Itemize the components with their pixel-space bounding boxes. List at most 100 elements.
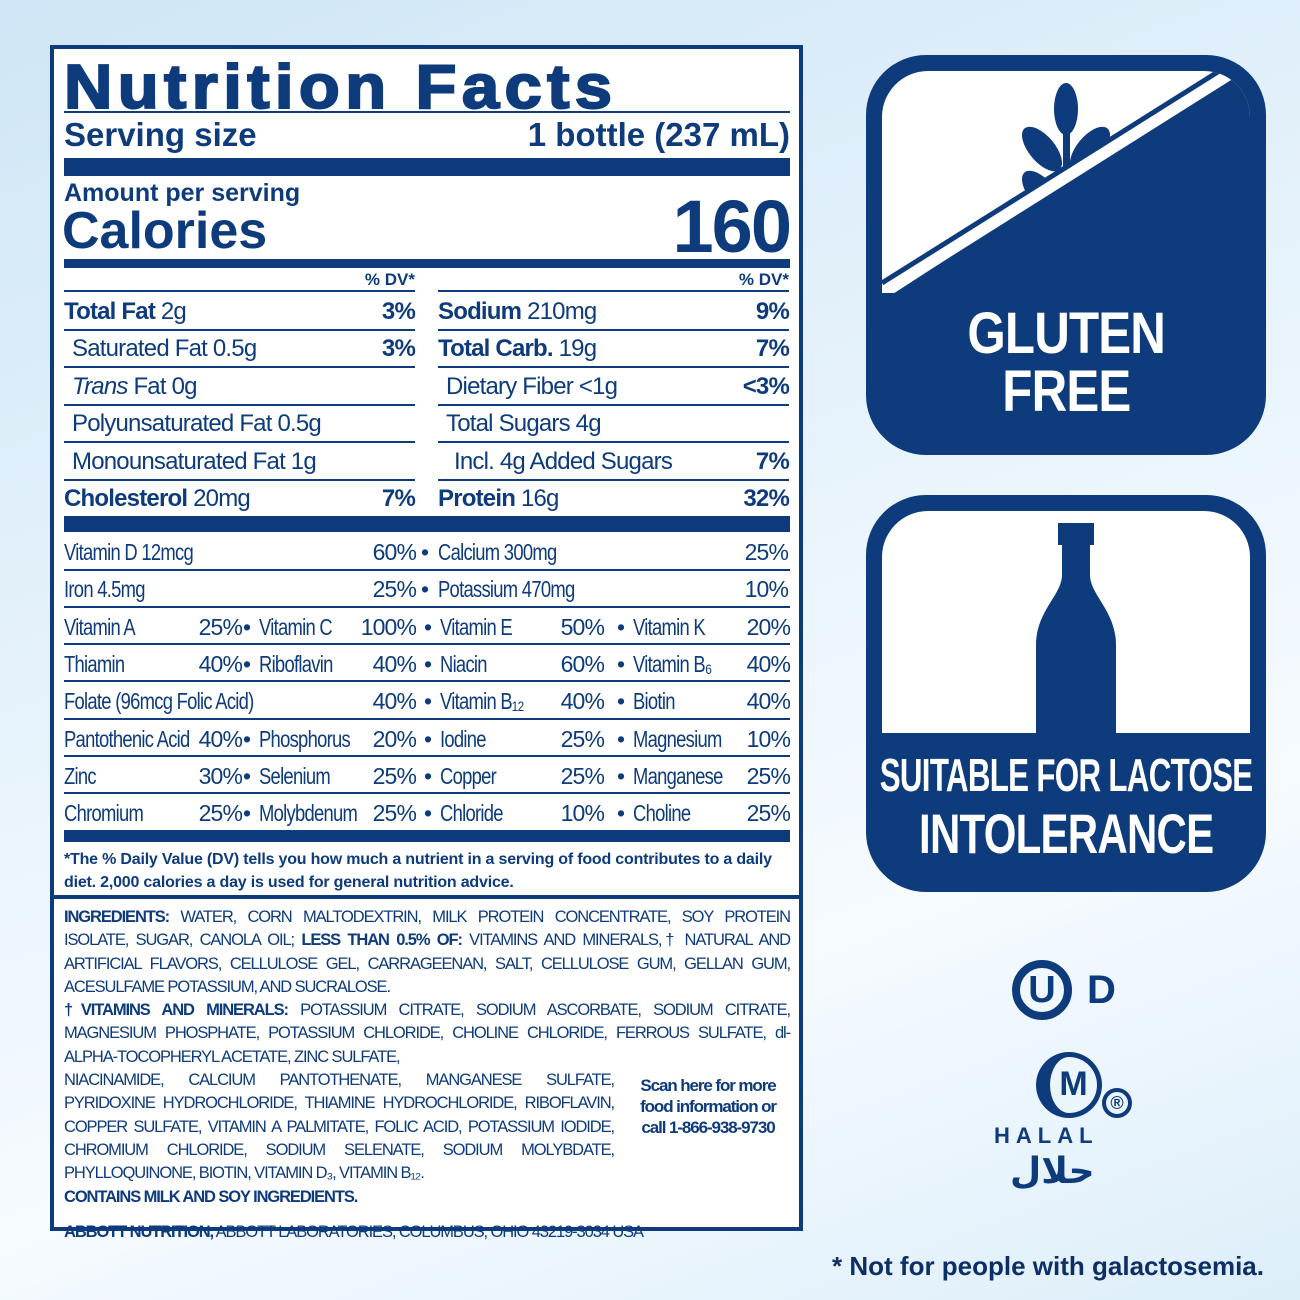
- vitamin-name: Choline: [633, 800, 691, 827]
- dv-header-right: % DV*: [438, 270, 789, 292]
- vitamin-dv: 40%: [372, 650, 417, 677]
- vitamin-name: Vitamin D 12mcg: [64, 539, 194, 565]
- divider: [50, 895, 803, 899]
- gluten-line2: FREE: [1001, 359, 1131, 424]
- vitamin-dv: 25%: [560, 762, 605, 789]
- nutrient-name: Incl. 4g Added Sugars: [438, 447, 673, 476]
- lactose-text: SUITABLE FOR LACTOSE INTOLERANCE: [866, 747, 1266, 865]
- vitamin-dv: 25%: [746, 762, 791, 789]
- vitamin-name: Phosphorus: [259, 725, 351, 752]
- vitamin-name: Molybdenum: [259, 800, 358, 827]
- vitamin-dv: 25%: [198, 613, 243, 640]
- nutrient-label: Monounsaturated Fat 1g: [72, 447, 317, 475]
- less-than-text: VITAMINS AND MINERALS,† NATURAL AND ARTI…: [64, 931, 791, 996]
- nutrient-dv: 7%: [755, 335, 790, 363]
- bullet-icon: •: [424, 725, 432, 752]
- vitamin-dv: 40%: [198, 650, 243, 677]
- manufacturer-text: ABBOTT LABORATORIES, COLUMBUS, OHIO 4321…: [213, 1222, 644, 1241]
- vitamin-dv: 60%: [372, 539, 417, 565]
- divider: [64, 830, 790, 842]
- bullet-icon: •: [424, 650, 432, 677]
- nutrient-name: Monounsaturated Fat 1g: [64, 447, 317, 476]
- bullet-icon: •: [424, 688, 432, 715]
- nutrient-row: Incl. 4g Added Sugars 7%: [438, 444, 790, 481]
- dv-footnote: *The % Daily Value (DV) tells you how mu…: [64, 851, 772, 891]
- nutrient-label: Polyunsaturated Fat 0.5g: [72, 410, 322, 438]
- lactose-line1: SUITABLE FOR LACTOSE: [879, 749, 1253, 801]
- bullet-icon: •: [243, 725, 251, 752]
- vitamins-text-cont: NIACINAMIDE, CALCIUM PANTOTHENATE, MANGA…: [64, 1071, 615, 1183]
- divider: [64, 516, 790, 532]
- vitamin-dv: 30%: [198, 762, 243, 789]
- wheat-crossed-icon: [882, 71, 1250, 293]
- vitamin-name: Zinc: [64, 762, 97, 789]
- vitamin-name: Pantothenic Acid: [64, 725, 190, 752]
- nutrient-row: Dietary Fiber <1g <3%: [438, 369, 790, 406]
- vitamin-name: Vitamin C: [259, 613, 333, 640]
- nutrient-label: Dietary Fiber <1g: [446, 372, 618, 400]
- kosher-dairy-mark: D: [1087, 968, 1116, 1012]
- nutrient-row: Monounsaturated Fat 1g: [64, 444, 415, 481]
- calories-label: Calories: [62, 202, 268, 260]
- calories-value: 160: [672, 185, 792, 268]
- lactose-line2: INTOLERANCE: [918, 802, 1214, 865]
- scan-text: Scan here for more food information or c…: [640, 1076, 777, 1138]
- vitamin-row: Vitamin D 12mcg 60% Calcium 300mg 25% •: [64, 533, 790, 571]
- dv-header-left: % DV*: [64, 270, 415, 292]
- vitamin-name: Selenium: [259, 762, 331, 789]
- vitamin-name: Calcium 300mg: [438, 539, 557, 565]
- nutrient-label: Trans: [72, 372, 128, 400]
- halal-arabic: حلال: [1010, 1151, 1095, 1192]
- less-than-label: LESS THAN 0.5% OF:: [301, 931, 463, 950]
- vitamin-row: Zinc 30% Selenium 25% • Copper 25% • Manganese 25…: [64, 757, 791, 795]
- nutrient-amount: 19g: [552, 335, 597, 363]
- vitamin-name: Vitamin K: [633, 613, 706, 640]
- vitamin-dv: 40%: [746, 688, 791, 715]
- kosher-symbol: U: [1012, 960, 1072, 1020]
- vitamin-row: Pantothenic Acid 40% Phosphorus 20% • Iodine 2…: [64, 720, 791, 757]
- manufacturer-label: ABBOTT NUTRITION,: [64, 1222, 214, 1241]
- vitamin-dv: 25%: [560, 725, 605, 752]
- bullet-icon: •: [243, 650, 251, 677]
- vitamin-name: Potassium 470mg: [438, 576, 575, 603]
- vitamin-name: Thiamin: [64, 650, 125, 677]
- nutrient-label: Incl. 4g Added Sugars: [454, 447, 673, 475]
- vitamin-row: Chromium 25% Molybdenum 25% • Chloride 10% • Cho…: [64, 794, 791, 832]
- vitamin-name: Chloride: [440, 800, 503, 827]
- vitamin-name: Riboflavin: [259, 650, 333, 677]
- vitamin-dv: 25%: [372, 800, 417, 827]
- lactose-badge: SUITABLE FOR LACTOSE INTOLERANCE: [866, 495, 1266, 892]
- vitamin-dv: 40%: [198, 725, 243, 752]
- vitamin-name: Magnesium: [633, 725, 722, 752]
- nutrient-name: Sodium 210mg: [438, 298, 597, 326]
- nutrient-row: Total Sugars 4g: [438, 406, 789, 444]
- vitamin-dv: 10%: [744, 576, 789, 603]
- nutrient-name: Total Carb. 19g: [438, 335, 597, 363]
- bullet-icon: •: [243, 762, 251, 789]
- vitamin-name: Iron 4.5mg: [64, 576, 145, 603]
- nutrient-name: Polyunsaturated Fat 0.5g: [64, 410, 322, 438]
- halal-symbol: M: [1036, 1052, 1102, 1118]
- divider: [64, 111, 790, 113]
- nutrient-name: Trans Fat 0g: [64, 373, 197, 401]
- vitamin-dv: 50%: [560, 613, 605, 640]
- vitamin-dv: 25%: [198, 800, 243, 827]
- vitamin-name: Iodine: [440, 725, 487, 752]
- nutrient-amount: 16g: [515, 485, 559, 512]
- divider: [64, 259, 790, 268]
- bullet-icon: •: [424, 762, 432, 789]
- vitamin-dv: 40%: [372, 688, 417, 715]
- vitamin-dv: 10%: [560, 800, 605, 827]
- nutrient-dv: 3%: [381, 335, 416, 363]
- bullet-icon: •: [617, 800, 625, 827]
- nutrient-amount: 210mg: [521, 298, 597, 325]
- allergen-statement: CONTAINS MILK AND SOY INGREDIENTS.: [64, 1187, 358, 1206]
- serving-size-value: 1 bottle (237 mL): [527, 116, 790, 153]
- nutrient-label: Cholesterol: [64, 485, 188, 512]
- vitamin-name: Folate (96mcg Folic Acid): [64, 688, 254, 715]
- bullet-icon: •: [617, 688, 625, 715]
- bullet-icon: •: [617, 650, 625, 677]
- vitamin-dv: 25%: [372, 576, 417, 603]
- bottle-icon: [882, 511, 1250, 733]
- nutrient-label: Protein: [438, 485, 516, 512]
